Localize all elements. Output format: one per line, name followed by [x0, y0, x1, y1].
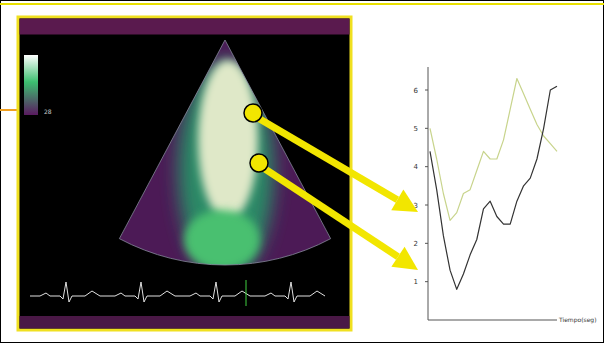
y-tick-label: 5 — [414, 125, 418, 133]
cavity-outer — [178, 60, 274, 280]
y-tick — [425, 166, 428, 167]
side-line — [0, 109, 18, 111]
top-line — [0, 3, 604, 5]
y-tick — [425, 281, 428, 282]
series-line — [430, 86, 557, 289]
roi-dot — [244, 104, 262, 122]
cavity-core — [198, 60, 258, 220]
colorbar — [24, 55, 38, 115]
echo-panel — [18, 17, 351, 330]
figure: 28Tiempo(seg)123456 — [0, 0, 604, 343]
arrow-head — [391, 189, 418, 212]
x-axis-label: Tiempo(seg) — [558, 316, 596, 324]
series-line — [430, 79, 557, 221]
y-tick-label: 4 — [414, 163, 419, 171]
ecg-trace — [30, 282, 325, 302]
plot-area — [430, 79, 557, 290]
echo-sector — [119, 40, 330, 280]
y-tick — [425, 90, 428, 91]
frame — [1, 1, 604, 343]
arrow-shaft — [253, 115, 397, 200]
arrow-head — [391, 247, 418, 270]
y-tick — [425, 205, 428, 206]
y-tick-label: 1 — [414, 278, 418, 286]
y-tick-label: 2 — [414, 240, 418, 248]
echo-bottom-bar — [20, 316, 350, 329]
cavity-lower — [184, 210, 260, 270]
sector-edge — [119, 40, 330, 265]
ecg-marker — [246, 280, 247, 306]
y-tick-label: 6 — [414, 87, 419, 95]
roi-dot — [250, 154, 268, 172]
x-axis — [428, 320, 557, 321]
y-tick — [425, 128, 428, 129]
colorbar-label: 28 — [44, 108, 52, 115]
echo-top-bar — [20, 19, 350, 35]
y-tick — [425, 243, 428, 244]
arrow-shaft — [259, 165, 398, 257]
